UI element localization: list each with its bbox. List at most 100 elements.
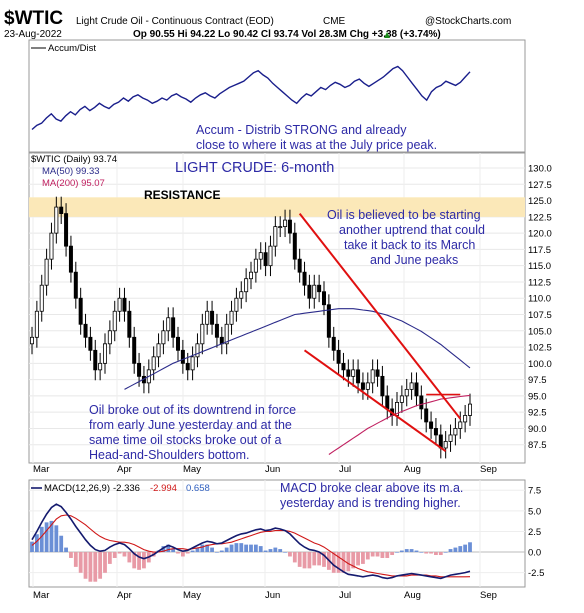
macd-histogram-bar bbox=[395, 552, 399, 553]
resistance-label: RESISTANCE bbox=[144, 188, 220, 202]
macd-histogram-bar bbox=[64, 547, 68, 553]
candle-body bbox=[331, 336, 336, 351]
candle-body bbox=[190, 356, 195, 371]
candle-body bbox=[29, 336, 34, 345]
uptrend-annotation-line4: and June peaks bbox=[370, 253, 458, 267]
macd-histogram-bar bbox=[39, 526, 44, 553]
macd-histogram-bar bbox=[297, 552, 302, 567]
candle-body bbox=[161, 330, 166, 345]
macd-histogram-bar bbox=[404, 549, 409, 553]
candle-body bbox=[200, 323, 205, 345]
candle-body bbox=[44, 258, 49, 286]
breakout-annotation-line3: same time oil stocks broke out of a bbox=[89, 433, 281, 447]
macd-annotation-line2: yesterday and is trending higher. bbox=[280, 496, 461, 510]
candle-body bbox=[453, 428, 458, 436]
candle-body bbox=[195, 343, 200, 358]
macd-histogram-bar bbox=[463, 544, 468, 553]
macd-histogram-bar bbox=[361, 552, 365, 564]
macd-histogram-bar bbox=[161, 546, 166, 553]
chart-header: $WTIC Light Crude Oil - Continuous Contr… bbox=[4, 8, 511, 40]
price-tick-label: 92.5 bbox=[528, 408, 547, 419]
macd-histogram-bar bbox=[390, 552, 395, 556]
macd-histogram-bar bbox=[117, 552, 122, 554]
candle-body bbox=[326, 304, 331, 338]
accum-annotation-line2: close to where it was at the July price … bbox=[196, 138, 437, 152]
macd-legend-name: MACD(12,26,9) bbox=[44, 483, 110, 494]
macd-tick-label: 7.5 bbox=[528, 486, 541, 497]
macd-histogram-bar bbox=[93, 552, 98, 582]
price-x-label: Jun bbox=[265, 464, 280, 475]
candle-body bbox=[273, 226, 278, 247]
candle-body bbox=[137, 362, 142, 377]
price-tick-label: 105.0 bbox=[528, 326, 552, 337]
candle-body bbox=[224, 323, 229, 345]
candle-body bbox=[268, 245, 273, 267]
macd-histogram-bar bbox=[302, 552, 307, 569]
macd-histogram-bar bbox=[229, 544, 234, 553]
candle-body bbox=[356, 369, 361, 384]
macd-histogram-bar bbox=[132, 552, 137, 569]
macd-histogram-bar bbox=[103, 552, 107, 573]
candle-body bbox=[448, 434, 453, 442]
macd-histogram-bar bbox=[195, 547, 200, 553]
macd-legend-signal: -2.994 bbox=[150, 483, 177, 494]
candle-body bbox=[380, 375, 385, 397]
macd-histogram-bar bbox=[69, 552, 73, 558]
macd-histogram-bar bbox=[458, 546, 463, 553]
candle-body bbox=[98, 362, 103, 371]
candle-body bbox=[321, 291, 326, 306]
macd-histogram-bar bbox=[249, 544, 253, 553]
macd-histogram-bar bbox=[312, 552, 317, 566]
macd-histogram-bar bbox=[429, 552, 433, 554]
candle-body bbox=[312, 284, 317, 299]
macd-histogram-bar bbox=[78, 552, 83, 573]
macd-histogram-bar bbox=[171, 549, 176, 553]
price-tick-label: 110.0 bbox=[528, 294, 551, 305]
date-text: 23-Aug-2022 bbox=[4, 29, 62, 40]
candle-body bbox=[64, 213, 69, 247]
macd-histogram-bar bbox=[224, 547, 229, 553]
macd-histogram-bar bbox=[365, 552, 370, 560]
price-tick-label: 90.0 bbox=[528, 424, 547, 435]
candle-body bbox=[34, 310, 39, 338]
macd-histogram-bar bbox=[278, 549, 283, 553]
price-tick-label: 127.5 bbox=[528, 180, 552, 191]
accum-annotation-line1: Accum - Distrib STRONG and already bbox=[196, 123, 407, 137]
candle-body bbox=[404, 388, 409, 397]
accum-legend-text: Accum/Dist bbox=[48, 43, 96, 54]
macd-line bbox=[31, 503, 471, 580]
candle-body bbox=[399, 395, 404, 403]
price-tick-label: 112.5 bbox=[528, 277, 551, 288]
accum-dist-line bbox=[31, 65, 471, 131]
macd-histogram-bar bbox=[346, 552, 351, 572]
candle-body bbox=[248, 271, 253, 280]
candle-body bbox=[49, 232, 54, 260]
macd-x-label: Mar bbox=[33, 590, 49, 601]
resistance-band bbox=[29, 197, 525, 217]
price-tick-label: 117.5 bbox=[528, 245, 551, 256]
macd-legend-hist: 0.658 bbox=[186, 483, 210, 494]
macd-histogram-bar bbox=[83, 552, 88, 579]
candle-body bbox=[93, 349, 98, 371]
candle-body bbox=[166, 317, 171, 332]
macd-x-label: Jul bbox=[339, 590, 351, 601]
macd-histogram-bar bbox=[283, 552, 287, 553]
price-x-label: Mar bbox=[33, 464, 49, 475]
macd-histogram-bar bbox=[258, 546, 263, 553]
candle-body bbox=[229, 310, 234, 325]
macd-histogram-bar bbox=[356, 552, 360, 566]
price-tick-label: 120.0 bbox=[528, 229, 552, 240]
candle-body bbox=[287, 219, 292, 234]
macd-histogram-bar bbox=[142, 552, 146, 569]
price-x-label: May bbox=[183, 464, 201, 475]
candle-body bbox=[278, 226, 283, 229]
ohlc-text: Op 90.55 Hi 94.22 Lo 90.42 Cl 93.74 Vol … bbox=[133, 29, 441, 40]
candle-body bbox=[463, 415, 468, 423]
macd-histogram-bar bbox=[351, 552, 356, 569]
macd-histogram-bar bbox=[380, 552, 385, 558]
price-tick-label: 97.5 bbox=[528, 375, 547, 386]
macd-histogram-bar bbox=[424, 552, 429, 554]
macd-histogram-bar bbox=[185, 552, 190, 554]
symbol-text: $WTIC bbox=[4, 8, 63, 29]
